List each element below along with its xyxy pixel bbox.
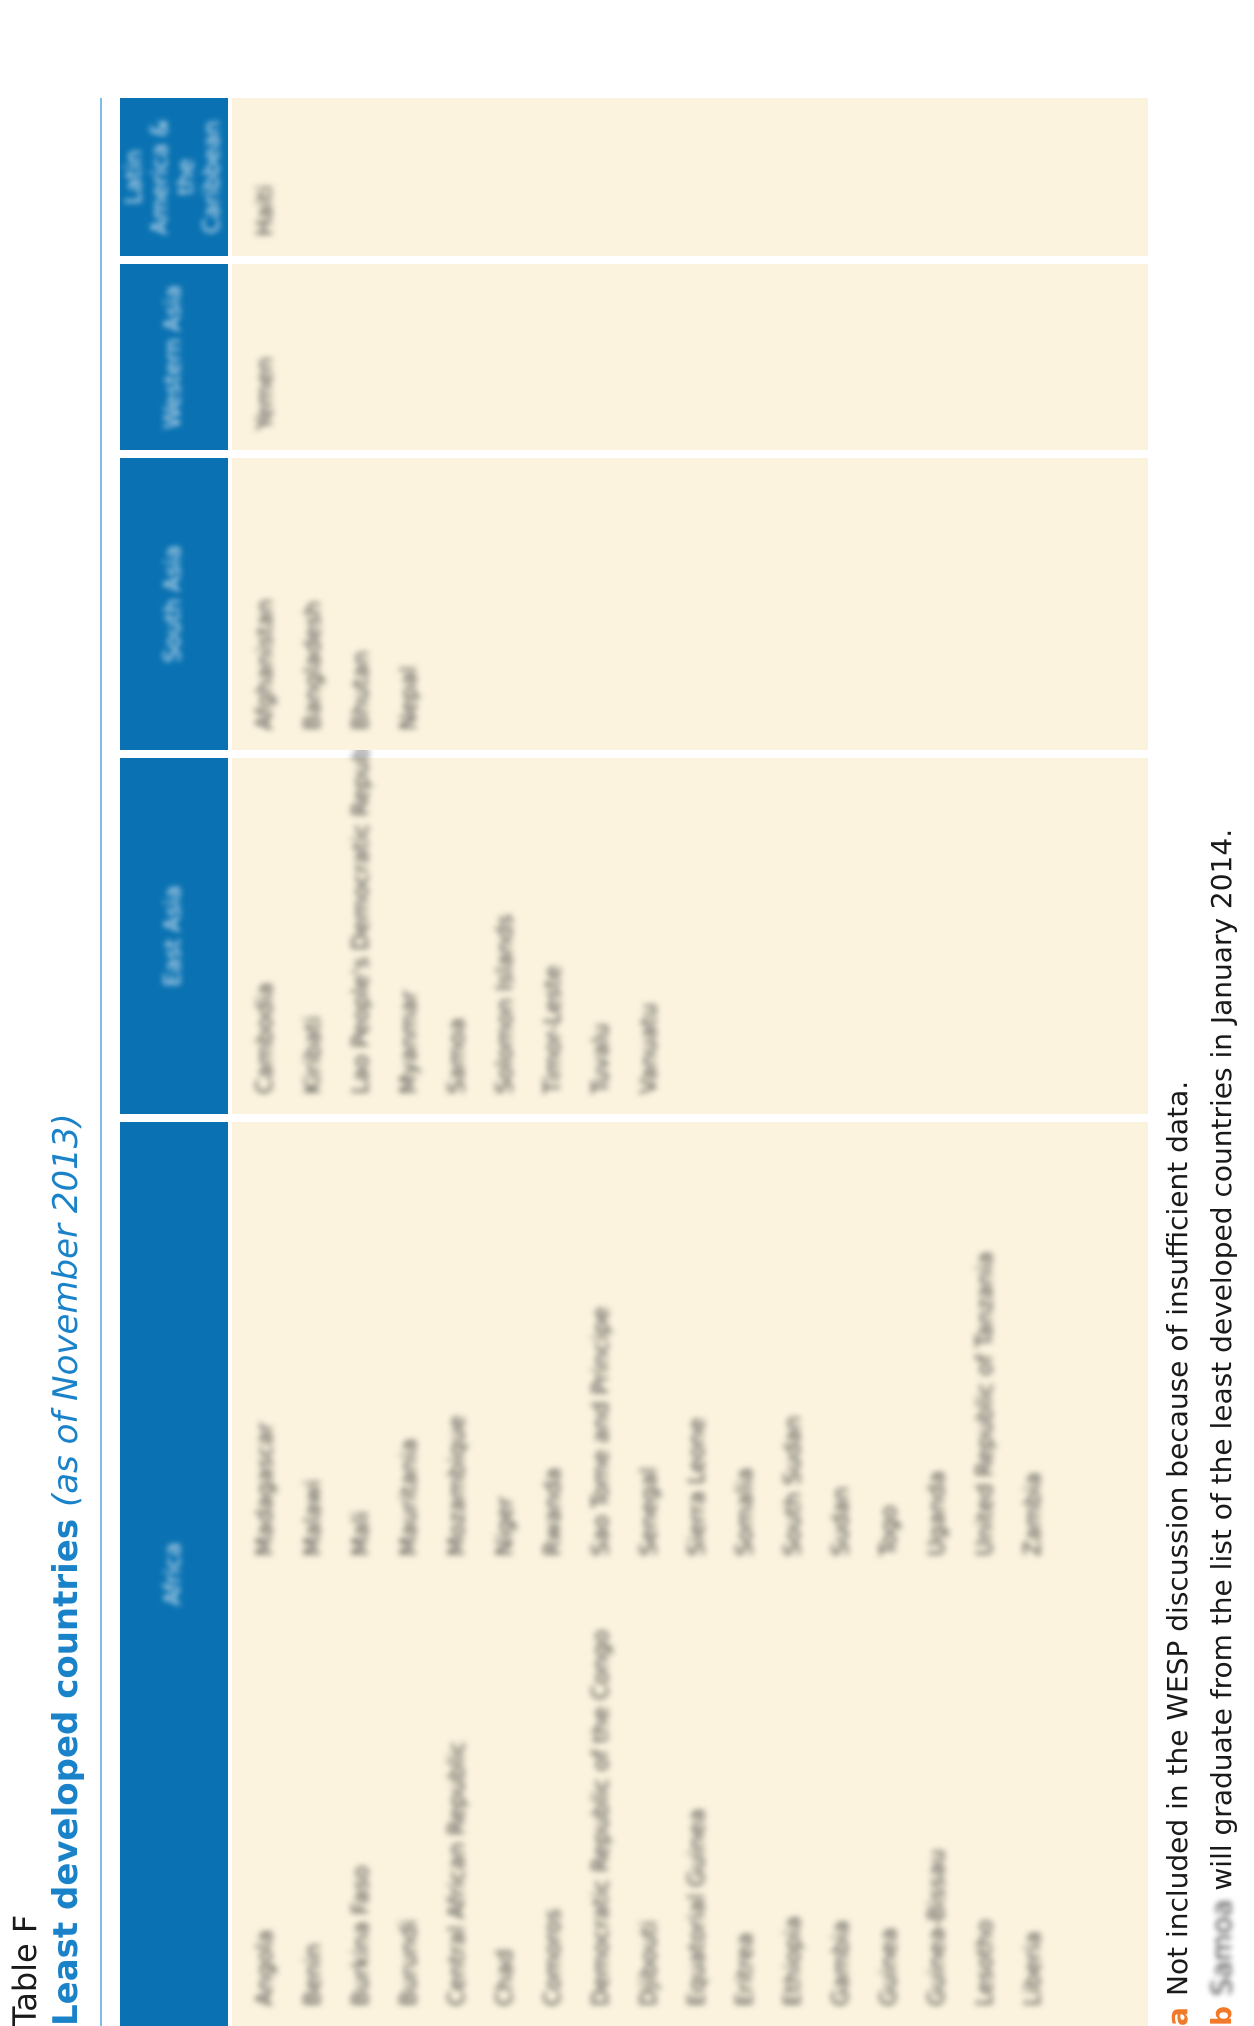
table-title-main: Least developed countries [46, 1518, 86, 2026]
country-item: Ethiopia [781, 1916, 806, 2006]
footnote-a-key: a [1161, 2007, 1194, 2026]
country-item: Togo [877, 1505, 902, 1556]
country-item: Cambodia [253, 982, 278, 1094]
country-item: Democratic Republic of the Congo [589, 1629, 614, 2006]
country-item: Rwanda [541, 1467, 566, 1556]
country-item: Yemen [253, 357, 278, 430]
column-body-latin-america: Haiti [232, 98, 1148, 256]
country-item: Guinea-Bissau [925, 1849, 950, 2006]
footnote-b-text: will graduate from the list of the least… [1205, 828, 1238, 1900]
country-item: Gambia [829, 1920, 854, 2006]
country-item: Samoa [445, 1018, 470, 1094]
country-item: Burkina Faso [349, 1865, 374, 2006]
country-item: Equatorial Guinea [685, 1808, 710, 2006]
country-item: Afghanistan [253, 599, 278, 730]
country-item: Kiribati [301, 1016, 326, 1094]
country-item: Burundi [397, 1919, 422, 2006]
country-item: Niger [493, 1496, 518, 1556]
country-item: Madagascar [253, 1422, 278, 1556]
western-asia-list: Yemen [253, 357, 302, 430]
column-body-africa: Angola Benin Burkina Faso Burundi Central Af… [232, 1122, 1148, 2026]
latin-america-list: Haiti [253, 185, 302, 236]
table-title-subtitle: (as of November 2013) [46, 1113, 86, 1508]
country-item: Mozambique [445, 1415, 470, 1556]
country-item: Sierra Leone [685, 1417, 710, 1556]
country-item: Timor-Leste [541, 965, 566, 1094]
country-item: Liberia [1021, 1931, 1046, 2006]
column-body-east-asia: Cambodia Kiribati Lao People's Democratic … [232, 722, 1148, 1114]
footnote-a: a Not included in the WESP discussion bec… [1158, 76, 1202, 2026]
country-item: Somalia [733, 1467, 758, 1556]
footnotes: a Not included in the WESP discussion bec… [1158, 76, 1246, 2026]
column-header-east-asia: East Asia [120, 758, 228, 1114]
country-item: Senegal [637, 1467, 662, 1556]
country-item: Angola [253, 1929, 278, 2006]
column-header-south-asia: South Asia [120, 458, 228, 750]
footnote-b: b Samoa will graduate from the list of th… [1202, 76, 1246, 2026]
country-item: Guinea [877, 1927, 902, 2006]
country-item: Sao Tome and Principe [589, 1306, 614, 1556]
column-body-south-asia: Afghanistan Bangladesh Bhutan Nepal [232, 458, 1148, 750]
country-item: Sudan [829, 1486, 854, 1556]
country-item: Lesotho [973, 1919, 998, 2006]
column-header-africa: Africa [120, 1122, 228, 2026]
south-asia-list: Afghanistan Bangladesh Bhutan Nepal [253, 599, 446, 730]
country-item: Malawi [301, 1479, 326, 1556]
country-item: Uganda [925, 1471, 950, 1556]
country-item: Haiti [253, 185, 278, 236]
footnote-b-country: Samoa [1205, 1899, 1238, 1997]
table-label: Table F [6, 1914, 44, 2026]
africa-list-left: Angola Benin Burkina Faso Burundi Central Af… [253, 1629, 1070, 2006]
country-item: Central African Republic [445, 1741, 470, 2006]
africa-list-right: Madagascar Malawi Mali Mauritania Mozambique… [253, 1251, 1070, 1556]
country-item: Mali [349, 1511, 374, 1556]
country-item: Bhutan [349, 650, 374, 730]
column-header-latin-america: Latin America & the Caribbean [120, 98, 228, 256]
ldc-table: Africa Angola Benin Burkina Faso Burundi Cen… [120, 98, 1148, 2026]
column-header-western-asia: Western Asia [120, 264, 228, 450]
country-item: United Republic of Tanzania [973, 1251, 998, 1556]
footnote-a-text: Not included in the WESP discussion beca… [1161, 1080, 1194, 1996]
country-item: Comoros [541, 1908, 566, 2006]
title-rule [100, 98, 102, 2026]
footnote-b-key: b [1205, 2005, 1238, 2026]
country-item: Lao People's Democratic Republic [349, 722, 374, 1094]
country-item: South Sudan [781, 1415, 806, 1556]
country-item: Vanuatu [637, 1003, 662, 1094]
country-item: Eritrea [733, 1932, 758, 2006]
country-item: Chad [493, 1949, 518, 2006]
country-item: Djibouti [637, 1920, 662, 2006]
country-item: Zambia [1021, 1472, 1046, 1556]
table-title: Least developed countries (as of Novembe… [46, 1113, 86, 2026]
country-item: Solomon Islands [493, 914, 518, 1094]
east-asia-list: Cambodia Kiribati Lao People's Democratic … [253, 722, 686, 1094]
country-item: Bangladesh [301, 601, 326, 730]
country-item: Mauritania [397, 1438, 422, 1556]
country-item: Nepal [397, 666, 422, 730]
column-body-western-asia: Yemen [232, 264, 1148, 450]
country-item: Benin [301, 1943, 326, 2006]
country-item: Myanmar [397, 990, 422, 1094]
country-item: Tuvalu [589, 1023, 614, 1094]
